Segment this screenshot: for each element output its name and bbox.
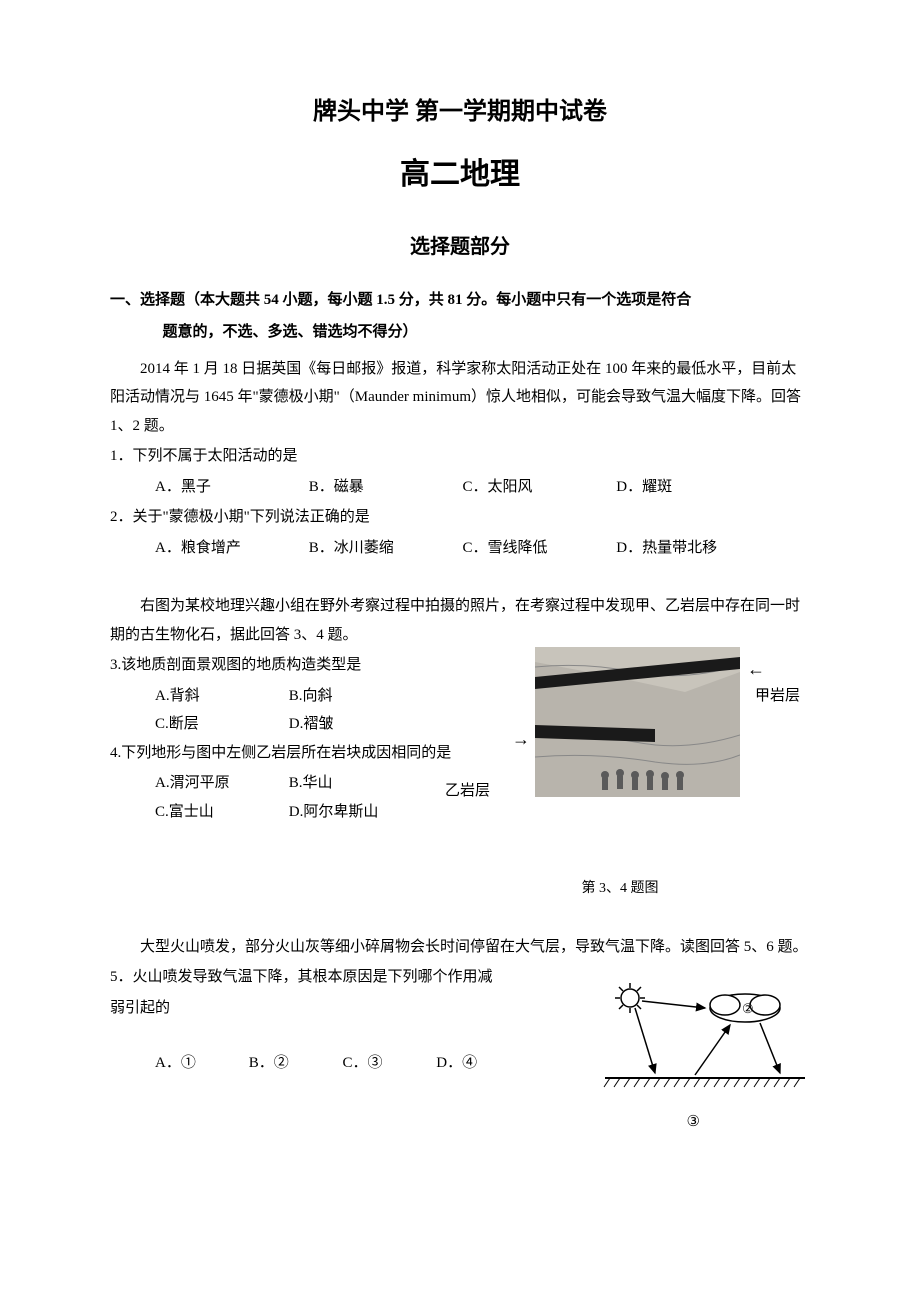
- rock-photo-figure: [535, 647, 740, 797]
- q5-option-c: C．③: [343, 1049, 433, 1078]
- q1-option-a: A．黑子: [155, 473, 305, 502]
- block-q3-q4: 右图为某校地理兴趣小组在野外考察过程中拍摄的照片，在考察过程中发现甲、乙岩层中存…: [110, 592, 810, 903]
- q1-stem: 1．下列不属于太阳活动的是: [110, 442, 810, 471]
- instruction-line-1: 一、选择题（本大题共 54 小题，每小题 1.5 分，共 81 分。每小题中只有…: [110, 286, 810, 315]
- cloud-label-2: ②: [742, 1001, 754, 1016]
- passage-3: 大型火山喷发，部分火山灰等细小碎屑物会长时间停留在大气层，导致气温下降。读图回答…: [110, 933, 810, 962]
- exam-subject-title: 高二地理: [110, 146, 810, 203]
- section-heading: 选择题部分: [110, 228, 810, 266]
- q3-option-a: A.背斜: [155, 682, 285, 711]
- q3-option-d: D.褶皱: [289, 716, 334, 732]
- q5-option-b: B．②: [249, 1049, 339, 1078]
- atmosphere-svg: ②: [600, 983, 810, 1103]
- passage-1: 2014 年 1 月 18 日据英国《每日邮报》报道，科学家称太阳活动正处在 1…: [110, 355, 810, 441]
- q3-option-b: B.向斜: [289, 688, 333, 704]
- q4-option-a: A.渭河平原: [155, 769, 285, 798]
- label-yi-layer: 乙岩层: [445, 777, 490, 806]
- q4-stem: 4.下列地形与图中左侧乙岩层所在岩块成因相同的是: [110, 739, 540, 768]
- label-jia-layer: 甲岩层: [755, 682, 800, 711]
- instruction-line-2: 题意的，不选、多选、错选均不得分）: [110, 318, 810, 347]
- q3-stem: 3.该地质剖面景观图的地质构造类型是: [110, 651, 540, 680]
- figure-3-4-caption: 第 3、4 题图: [110, 876, 810, 903]
- label-circle-3: ③: [687, 1108, 700, 1137]
- q1-option-d: D．耀斑: [616, 473, 766, 502]
- exam-school-title: 牌头中学 第一学期期中试卷: [110, 90, 810, 136]
- q5-option-a: A．①: [155, 1049, 245, 1078]
- q1-options: A．黑子 B．磁暴 C．太阳风 D．耀斑: [110, 473, 810, 502]
- q5-option-d: D．④: [436, 1049, 526, 1078]
- q4-option-b: B.华山: [289, 775, 333, 791]
- q2-option-b: B．冰川萎缩: [309, 534, 459, 563]
- q4-option-d: D.阿尔卑斯山: [289, 804, 379, 820]
- q4-option-c: C.富士山: [155, 798, 285, 827]
- q2-options: A．粮食增产 B．冰川萎缩 C．雪线降低 D．热量带北移: [110, 534, 810, 563]
- rock-photo-svg: [535, 647, 740, 797]
- passage-2: 右图为某校地理兴趣小组在野外考察过程中拍摄的照片，在考察过程中发现甲、乙岩层中存…: [110, 592, 810, 649]
- q5-stem-line1: 5．火山喷发导致气温下降，其根本原因是下列哪个作用减: [110, 963, 550, 992]
- q2-option-c: C．雪线降低: [463, 534, 613, 563]
- block-q5: 大型火山喷发，部分火山灰等细小碎屑物会长时间停留在大气层，导致气温下降。读图回答…: [110, 933, 810, 1078]
- q1-option-c: C．太阳风: [463, 473, 613, 502]
- q1-option-b: B．磁暴: [309, 473, 459, 502]
- q3-option-c: C.断层: [155, 710, 285, 739]
- q2-option-a: A．粮食增产: [155, 534, 305, 563]
- q2-stem: 2．关于"蒙德极小期"下列说法正确的是: [110, 503, 810, 532]
- q2-option-d: D．热量带北移: [616, 534, 766, 563]
- arrow-to-yi-icon: →: [512, 722, 530, 756]
- atmosphere-diagram: ②: [600, 983, 810, 1103]
